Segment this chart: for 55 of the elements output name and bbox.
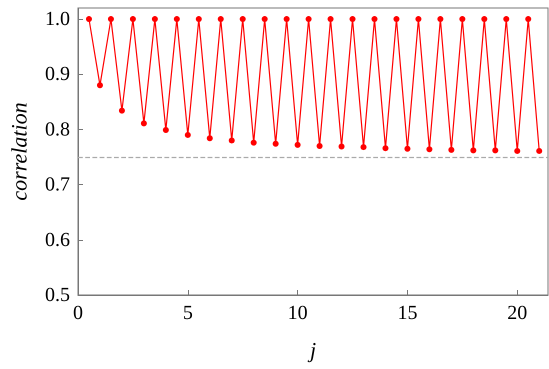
point bbox=[459, 16, 466, 22]
point bbox=[306, 16, 312, 22]
point bbox=[284, 16, 290, 22]
y-tick-label: 0.7 bbox=[45, 174, 70, 196]
point bbox=[382, 145, 388, 152]
point bbox=[272, 140, 279, 147]
point bbox=[426, 146, 432, 152]
point bbox=[503, 16, 510, 22]
point bbox=[316, 142, 323, 149]
point bbox=[525, 16, 532, 22]
y-tick-label: 0.9 bbox=[45, 63, 70, 86]
point bbox=[228, 137, 235, 144]
point bbox=[162, 126, 169, 133]
point bbox=[448, 146, 454, 153]
point bbox=[140, 120, 147, 126]
point bbox=[206, 135, 213, 142]
point bbox=[470, 147, 476, 154]
point bbox=[96, 82, 103, 88]
x-tick-label: 5 bbox=[182, 302, 193, 324]
x-tick-label: 15 bbox=[397, 302, 418, 324]
point bbox=[404, 146, 410, 152]
point bbox=[294, 142, 301, 148]
point bbox=[174, 16, 180, 22]
point bbox=[536, 148, 542, 154]
point bbox=[218, 16, 224, 22]
y-tick-label: 1.0 bbox=[45, 8, 70, 30]
y-axis-title: correlation bbox=[6, 102, 32, 201]
y-tick-label: 0.5 bbox=[45, 284, 70, 306]
point bbox=[514, 148, 520, 154]
point bbox=[393, 16, 400, 22]
point bbox=[86, 16, 92, 22]
point bbox=[152, 16, 158, 22]
x-tick-label: 10 bbox=[288, 302, 308, 324]
point bbox=[437, 16, 444, 22]
point bbox=[184, 132, 191, 138]
point bbox=[350, 16, 356, 22]
point bbox=[372, 16, 378, 22]
y-tick-label: 0.6 bbox=[45, 228, 70, 251]
y-tick-label: 0.8 bbox=[45, 118, 70, 140]
point bbox=[118, 108, 125, 114]
x-tick-label: 0 bbox=[73, 302, 83, 324]
point bbox=[328, 16, 334, 22]
point bbox=[338, 144, 345, 150]
x-tick-label: 20 bbox=[507, 302, 528, 324]
point bbox=[492, 147, 498, 154]
point bbox=[360, 144, 367, 150]
point bbox=[196, 16, 202, 22]
point bbox=[250, 140, 257, 146]
point bbox=[415, 16, 422, 22]
point bbox=[108, 16, 114, 22]
point bbox=[240, 16, 246, 22]
point bbox=[262, 16, 268, 22]
x-axis-title: j bbox=[306, 338, 316, 362]
point bbox=[130, 16, 136, 22]
point bbox=[481, 16, 488, 22]
